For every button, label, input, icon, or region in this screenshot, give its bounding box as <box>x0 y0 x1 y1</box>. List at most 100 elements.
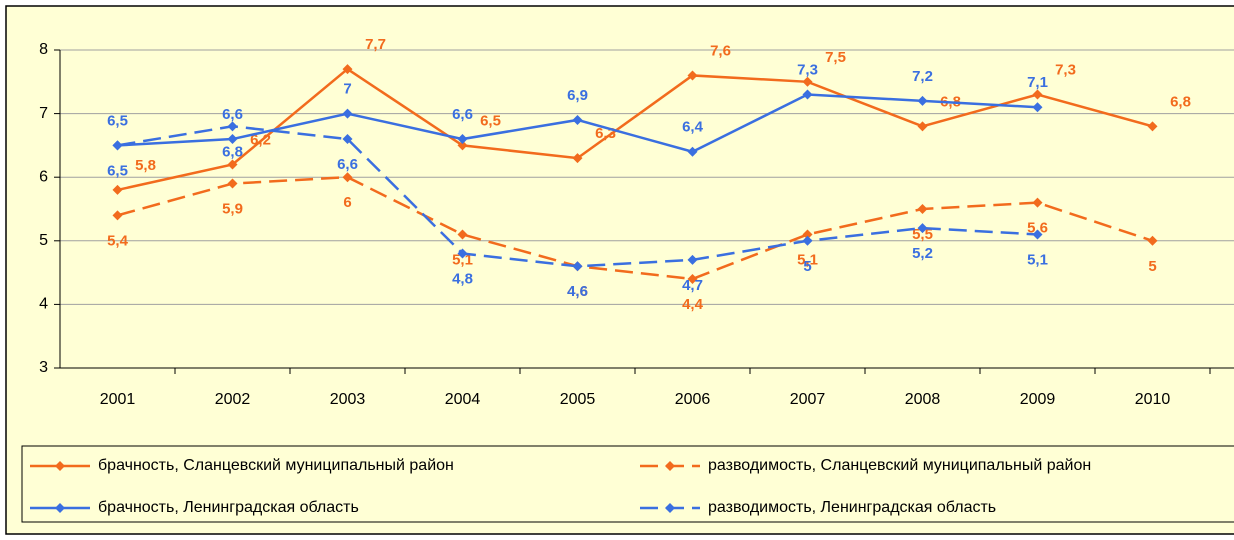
data-point <box>572 153 583 164</box>
data-point <box>687 70 698 81</box>
data-point <box>227 134 238 145</box>
data-label: 6,6 <box>452 106 473 123</box>
y-tick-label: 7 <box>39 105 48 122</box>
data-label: 7,2 <box>912 68 933 85</box>
data-label: 4,8 <box>452 270 473 287</box>
y-tick-label: 3 <box>39 359 48 376</box>
legend-marker <box>665 503 675 513</box>
data-point <box>342 172 353 183</box>
data-label: 7,7 <box>365 36 386 53</box>
legend-marker <box>55 461 65 471</box>
data-point <box>917 223 928 234</box>
legend-marker <box>55 503 65 513</box>
data-label: 7,3 <box>1055 61 1076 78</box>
data-point <box>802 235 813 246</box>
data-point <box>572 261 583 272</box>
data-point <box>112 210 123 221</box>
data-point <box>342 134 353 145</box>
data-label: 7 <box>343 81 351 98</box>
data-point <box>687 146 698 157</box>
data-point <box>227 159 238 170</box>
y-tick-label: 8 <box>39 41 48 58</box>
data-point <box>1032 89 1043 100</box>
y-tick-label: 5 <box>39 232 48 249</box>
legend-label: брачность, Ленинградская область <box>98 499 359 516</box>
data-label: 6,6 <box>337 156 358 173</box>
data-point <box>457 229 468 240</box>
x-tick-label: 2010 <box>1135 391 1171 408</box>
legend-label: брачность, Сланцевский муниципальный рай… <box>98 457 454 474</box>
x-tick-label: 2009 <box>1020 391 1056 408</box>
data-label: 4,7 <box>682 277 703 294</box>
data-label: 6,5 <box>480 112 501 129</box>
x-tick-label: 2002 <box>215 391 251 408</box>
data-label: 5,5 <box>912 226 933 243</box>
data-label: 4,6 <box>567 283 588 300</box>
data-point <box>687 254 698 265</box>
data-point <box>457 248 468 259</box>
data-point <box>802 229 813 240</box>
data-point <box>572 114 583 125</box>
data-point <box>227 178 238 189</box>
data-point <box>917 95 928 106</box>
data-label: 7,5 <box>825 49 846 66</box>
data-label: 6,5 <box>107 112 128 129</box>
data-label: 6,8 <box>222 143 243 160</box>
data-point <box>1032 229 1043 240</box>
x-tick-label: 2007 <box>790 391 826 408</box>
data-label: 5,6 <box>1027 220 1048 237</box>
data-point <box>457 140 468 151</box>
data-point <box>342 108 353 119</box>
legend-marker <box>665 461 675 471</box>
data-label: 6,4 <box>682 119 704 136</box>
y-tick-label: 4 <box>39 296 48 313</box>
data-point <box>687 273 698 284</box>
data-label: 5,8 <box>135 157 156 174</box>
x-tick-label: 2006 <box>675 391 711 408</box>
data-label: 6 <box>343 194 351 211</box>
legend-label: разводимость, Ленинградская область <box>708 499 996 516</box>
data-point <box>112 184 123 195</box>
legend-label: разводимость, Сланцевский муниципальный … <box>708 457 1091 474</box>
data-point <box>227 121 238 132</box>
data-label: 4,4 <box>682 296 704 313</box>
data-point <box>802 76 813 87</box>
data-label: 5,4 <box>107 232 129 249</box>
data-point <box>342 64 353 75</box>
series-line <box>117 67 1153 192</box>
data-label: 5,1 <box>1027 251 1048 268</box>
x-tick-label: 2005 <box>560 391 596 408</box>
data-point <box>1032 197 1043 208</box>
data-label: 7,1 <box>1027 74 1048 91</box>
data-label: 6,9 <box>567 87 588 104</box>
x-tick-label: 2003 <box>330 391 366 408</box>
data-point <box>917 204 928 214</box>
data-point <box>1147 121 1158 132</box>
data-point <box>1032 102 1043 113</box>
data-label: 5,1 <box>452 251 473 268</box>
data-label: 6,5 <box>107 162 128 179</box>
x-tick-label: 2001 <box>100 391 136 408</box>
x-tick-label: 2008 <box>905 391 941 408</box>
x-tick-label: 2004 <box>445 391 481 408</box>
data-label: 4,6 <box>567 283 588 300</box>
data-point <box>457 134 468 145</box>
data-label: 6,8 <box>1170 93 1191 110</box>
data-label: 5,2 <box>912 245 933 262</box>
y-tick-label: 6 <box>39 168 48 185</box>
data-label: 5 <box>1148 258 1156 275</box>
data-point <box>112 140 123 151</box>
data-label: 7,6 <box>710 42 731 59</box>
data-label: 7,3 <box>797 61 818 78</box>
data-label: 5 <box>803 258 811 275</box>
data-point <box>1147 235 1158 246</box>
data-point <box>917 121 928 132</box>
data-label: 6,6 <box>222 106 243 123</box>
data-point <box>802 89 813 100</box>
legend-box <box>21 445 1234 523</box>
data-label: 5,9 <box>222 201 243 218</box>
data-label: 6,2 <box>250 131 271 148</box>
data-label: 5,1 <box>797 251 818 268</box>
series-line <box>117 175 1153 281</box>
